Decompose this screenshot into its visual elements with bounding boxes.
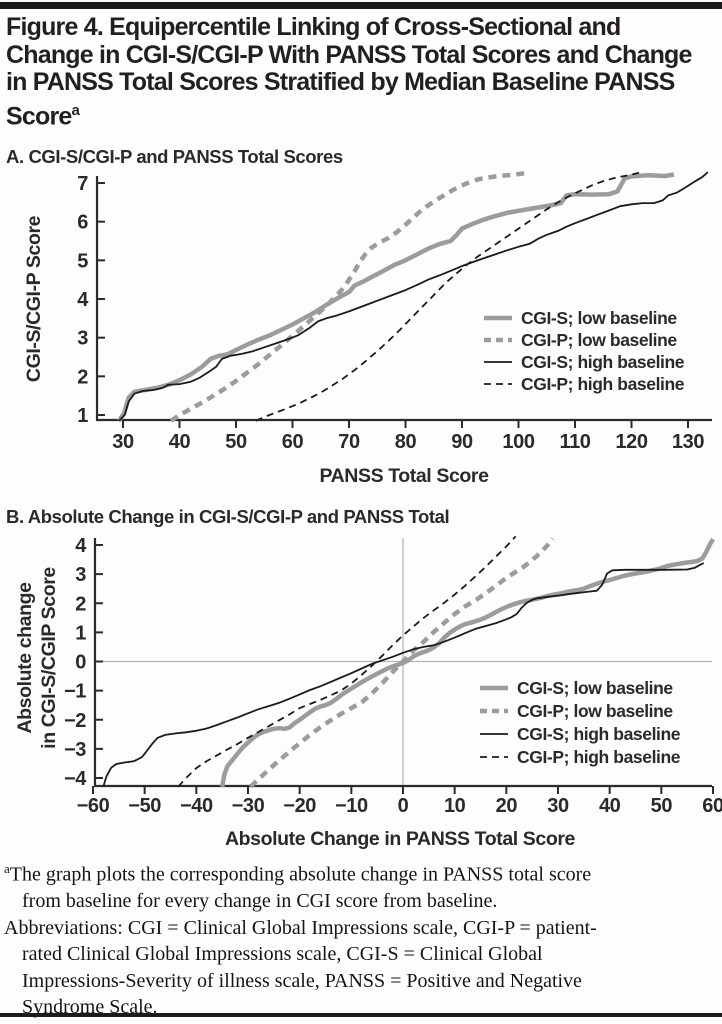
legend-label-cgi-s-low-baseline: CGI-S; low baseline [517, 678, 673, 698]
x-tick-label: 30 [547, 795, 569, 817]
x-tick-label: 120 [615, 431, 647, 453]
x-tick-label: −10 [335, 795, 368, 817]
legend-label-cgi-s-high-baseline: CGI-S; high baseline [517, 724, 681, 744]
x-axis-title: Absolute Change in PANSS Total Score [225, 828, 576, 850]
x-tick-label: 20 [496, 795, 518, 817]
y-tick-label: 0 [75, 652, 86, 674]
y-tick-label: −1 [64, 681, 86, 703]
footnote-line: from baseline for every change in CGI sc… [22, 890, 498, 913]
series-cgi-p-low-baseline [249, 537, 555, 789]
title-superscript: a [71, 101, 80, 119]
y-axis-title: CGI-S/CGI-P Score [23, 215, 45, 382]
series-cgi-s-high-baseline [118, 171, 709, 422]
footnote-line: Syndrome Scale. [22, 996, 158, 1019]
footnote-line: aThe graph plots the corresponding absol… [4, 861, 592, 886]
y-axis-title: in CGI-S/CGIP Score [38, 567, 60, 749]
y-axis-title: Absolute change [14, 582, 36, 734]
series-cgi-s-low-baseline [219, 538, 715, 788]
chart-a-cgi-vs-panss: 1 2 3 4 5 6 7 30 40 50 60 70 80 90 100 110 120 130 PANSS T… [23, 170, 712, 487]
series-cgi-p-low-baseline [169, 171, 525, 423]
y-tick-label: 2 [77, 366, 88, 388]
y-tick-label: −3 [64, 739, 86, 761]
x-tick-label: 40 [169, 431, 191, 453]
x-tick-label: 130 [672, 431, 704, 453]
footnote: aThe graph plots the corresponding absol… [4, 856, 720, 1021]
x-tick-label: −60 [77, 795, 110, 817]
x-tick-label: 50 [651, 795, 673, 817]
legend-label-cgi-p-low-baseline: CGI-P; low baseline [517, 701, 673, 721]
figure-title: Figure 4. Equipercentile Linking of Cros… [6, 13, 718, 130]
x-tick-label: −30 [232, 795, 265, 817]
figure-title-line: Figure 4. Equipercentile Linking of Cros… [6, 13, 621, 41]
y-tick-label: 2 [75, 593, 86, 615]
y-tick-label: 3 [75, 564, 86, 586]
y-tick-label: 7 [77, 173, 88, 195]
y-tick-label: 4 [75, 535, 87, 557]
x-tick-label: −50 [128, 795, 161, 817]
x-tick-label: 10 [444, 795, 466, 817]
x-axis-title: PANSS Total Score [319, 465, 489, 487]
x-tick-label: −20 [283, 795, 316, 817]
legend-label-cgi-p-low-baseline: CGI-P; low baseline [521, 330, 677, 350]
panel-a-label: A. CGI-S/CGI-P and PANSS Total Scores [6, 146, 343, 167]
x-tick-label: 60 [702, 795, 722, 817]
series-cgi-p-high-baseline [255, 170, 644, 422]
x-tick-label: 50 [225, 431, 247, 453]
y-tick-label: 1 [77, 405, 88, 427]
figure-title-line: in PANSS Total Scores Stratified by Medi… [6, 68, 675, 96]
figure-title-line: Scorea [6, 101, 80, 130]
panel-b-label: B. Absolute Change in CGI-S/CGI-P and PA… [6, 506, 450, 527]
y-tick-label: 6 [77, 212, 88, 234]
y-tick-label: 5 [77, 250, 88, 272]
legend-label-cgi-p-high-baseline: CGI-P; high baseline [517, 747, 681, 767]
series-cgi-s-low-baseline [117, 172, 675, 423]
y-tick-label: 4 [77, 289, 89, 311]
bottom-rule [0, 1013, 722, 1017]
footnote-line: rated Clinical Global Impressions scale,… [22, 943, 543, 966]
legend-label-cgi-s-high-baseline: CGI-S; high baseline [521, 352, 685, 372]
y-tick-label: −4 [64, 768, 87, 790]
x-tick-label: 110 [559, 431, 590, 453]
y-tick-label: 1 [75, 622, 86, 644]
x-tick-label: 80 [395, 431, 417, 453]
x-tick-label: −40 [180, 795, 213, 817]
top-rule [0, 2, 722, 9]
figure-title-line: Change in CGI-S/CGI-P With PANSS Total S… [6, 40, 692, 69]
footnote-superscript: a [4, 861, 10, 876]
x-tick-label: 60 [282, 431, 304, 453]
y-tick-label: 3 [77, 328, 88, 350]
x-tick-label: 40 [599, 795, 621, 817]
series-cgi-s-high-baseline [102, 562, 705, 787]
footnote-line: Impressions-Severity of illness scale, P… [22, 969, 582, 992]
x-tick-label: 30 [112, 431, 134, 453]
y-tick-label: −2 [64, 710, 86, 732]
legend-label-cgi-s-low-baseline: CGI-S; low baseline [521, 308, 677, 328]
x-tick-label: 70 [338, 431, 360, 453]
legend-label-cgi-p-high-baseline: CGI-P; high baseline [521, 374, 685, 394]
footnote-line: Abbreviations: CGI = Clinical Global Imp… [4, 916, 597, 939]
x-tick-label: 100 [502, 431, 534, 453]
x-tick-label: 0 [398, 795, 409, 817]
x-tick-label: 90 [451, 431, 473, 453]
